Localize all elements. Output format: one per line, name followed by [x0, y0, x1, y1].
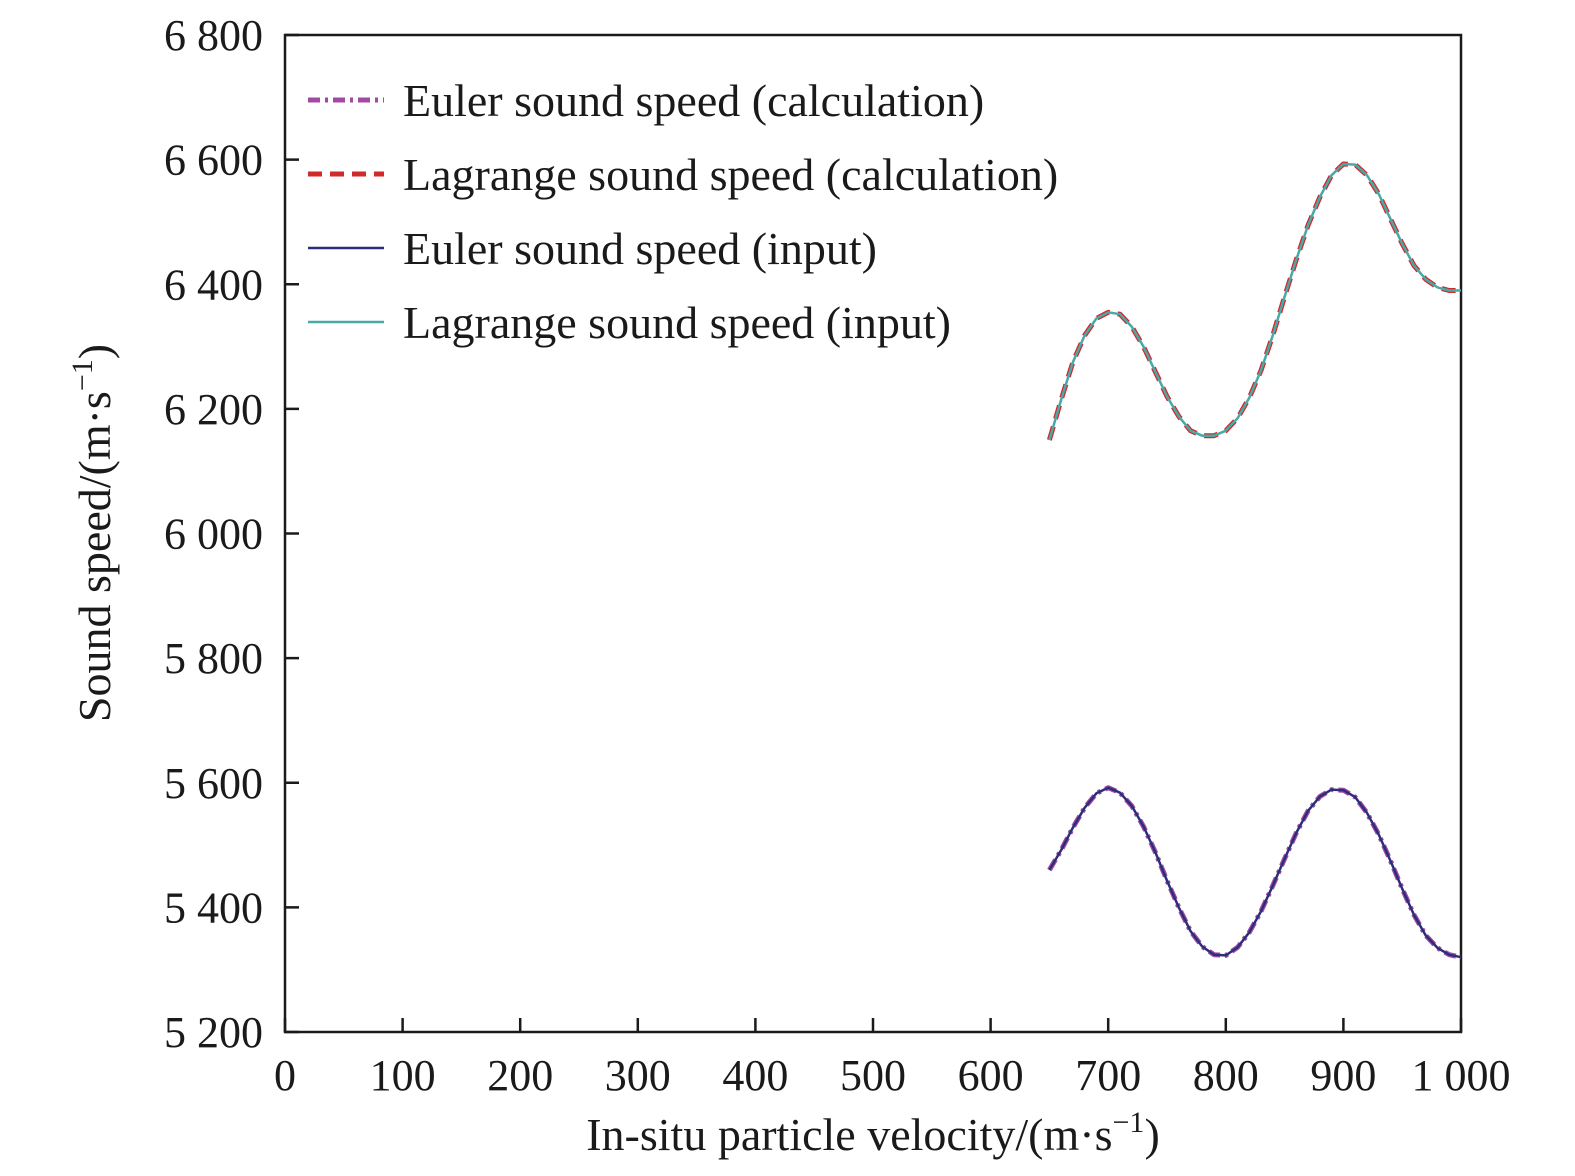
- series-line-euler-sound-speed-calculation: [1047, 785, 1462, 960]
- x-tick-label: 400: [722, 1051, 788, 1100]
- y-tick-label: 6 200: [164, 385, 263, 434]
- x-tick-label: 700: [1075, 1051, 1141, 1100]
- x-tick-label: 100: [370, 1051, 436, 1100]
- y-axis-label: Sound speed/(m·s−1): [66, 344, 120, 722]
- x-tick-label: 500: [840, 1051, 906, 1100]
- x-axis-label: In-situ particle velocity/(m·s−1): [586, 1106, 1160, 1160]
- series-line-euler-sound-speed-input: [1048, 786, 1462, 959]
- y-tick-label: 5 800: [164, 634, 263, 683]
- y-tick-label: 5 400: [164, 883, 263, 932]
- x-tick-label: 0: [274, 1051, 296, 1100]
- series-layer: [1046, 161, 1462, 960]
- series-line-lagrange-sound-speed-calculation: [1046, 161, 1461, 441]
- x-tick-label: 900: [1310, 1051, 1376, 1100]
- x-tick-label: 200: [487, 1051, 553, 1100]
- legend-label: Euler sound speed (calculation): [403, 75, 984, 126]
- x-tick-label: 1 000: [1412, 1051, 1511, 1100]
- legend-label: Lagrange sound speed (calculation): [403, 149, 1058, 200]
- y-tick-label: 6 400: [164, 260, 263, 309]
- x-tick-label: 600: [958, 1051, 1024, 1100]
- y-tick-label: 6 800: [164, 11, 263, 60]
- x-tick-label: 800: [1193, 1051, 1259, 1100]
- y-tick-label: 5 200: [164, 1008, 263, 1057]
- y-axis-ticks: 5 200 5 400 5 600 5 800 6 000 6 200 6 400 6 600…: [164, 11, 299, 1057]
- x-axis-ticks: 0 100 200 300 400 500 600 700 800 900 1 000: [274, 1018, 1511, 1100]
- y-tick-label: 5 600: [164, 759, 263, 808]
- legend-label: Euler sound speed (input): [403, 223, 877, 274]
- y-tick-label: 6 000: [164, 510, 263, 559]
- legend-label: Lagrange sound speed (input): [403, 297, 951, 348]
- legend: Euler sound speed (calculation) Lagrange …: [308, 75, 1058, 348]
- series-line-lagrange-sound-speed-input: [1048, 162, 1461, 441]
- x-tick-label: 300: [605, 1051, 671, 1100]
- y-tick-label: 6 600: [164, 136, 263, 185]
